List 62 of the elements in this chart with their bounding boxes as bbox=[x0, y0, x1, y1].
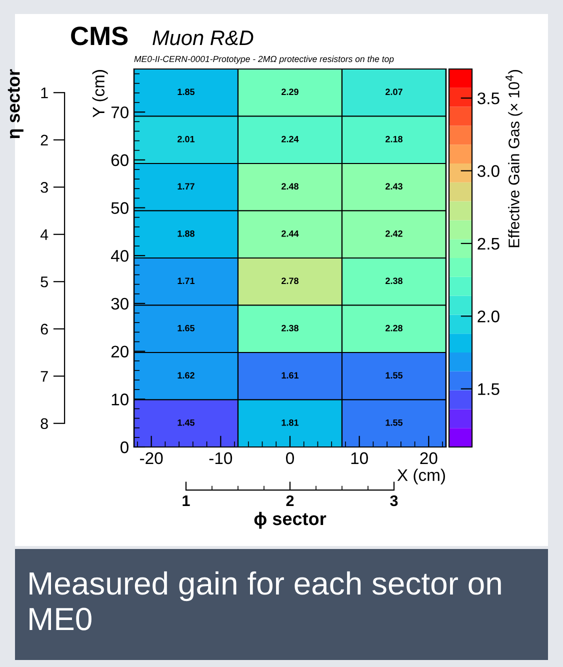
chart-title: CMS bbox=[71, 26, 128, 46]
data-label: 2.42 bbox=[386, 230, 402, 237]
y2-tick-label: 30 bbox=[111, 298, 128, 310]
color-bar-label: 2.5 bbox=[478, 238, 500, 250]
y-tick-label: 1 bbox=[41, 88, 48, 98]
x-tick-label: 1 bbox=[182, 495, 190, 506]
data-label: 2.18 bbox=[386, 136, 403, 142]
data-label: 1.55 bbox=[386, 420, 403, 426]
y2-tick-label: 40 bbox=[110, 250, 128, 262]
y2-tick-label: 70 bbox=[111, 106, 128, 118]
color-bar-title: Effective Gain Gas (× 10$^{4}$) bbox=[506, 70, 522, 248]
data-label: 2.38 bbox=[282, 324, 299, 332]
data-label: 2.38 bbox=[386, 278, 403, 284]
y-tick-label: 2 bbox=[40, 134, 48, 146]
color-bar-label: 1.5 bbox=[478, 383, 500, 396]
data-label: 2.48 bbox=[282, 183, 299, 190]
data-label: 1.62 bbox=[178, 372, 194, 379]
data-label: 2.78 bbox=[282, 278, 299, 284]
y2-tick-label: 10 bbox=[112, 394, 128, 406]
y2-tick-label: 60 bbox=[111, 154, 128, 166]
x2-tick-label: 0 bbox=[286, 452, 294, 464]
x-axis-title: ϕ sector bbox=[254, 512, 326, 529]
y-tick-label: 4 bbox=[40, 229, 48, 240]
data-label: 2.24 bbox=[282, 136, 299, 142]
color-bar-label: 3.0 bbox=[477, 165, 500, 177]
data-label: 1.45 bbox=[178, 420, 195, 426]
y2-tick-label: 0 bbox=[120, 441, 128, 454]
y-tick-label: 7 bbox=[40, 371, 48, 382]
data-label: 2.01 bbox=[178, 136, 195, 142]
x2-axis-title: X (cm) bbox=[397, 468, 445, 484]
y-tick-label: 3 bbox=[40, 182, 48, 193]
y-axis-title: η sector bbox=[8, 69, 24, 138]
x-tick-label: 3 bbox=[390, 495, 398, 506]
data-label: 1.71 bbox=[178, 278, 195, 284]
data-label: 2.44 bbox=[282, 230, 299, 237]
x2-tick-label: 10 bbox=[351, 452, 368, 464]
data-label: 2.43 bbox=[386, 183, 402, 190]
data-label: 1.61 bbox=[282, 372, 299, 379]
text: Measured gain for each sector on ME0 bbox=[30, 571, 501, 630]
y2-tick-label: 50 bbox=[111, 202, 128, 214]
y-tick-label: 6 bbox=[40, 324, 48, 335]
y-tick-label: 8 bbox=[40, 418, 48, 430]
x2-tick-label: -20 bbox=[140, 452, 163, 464]
y2-tick-label: 20 bbox=[111, 346, 128, 358]
data-label: 1.55 bbox=[386, 372, 403, 379]
x2-tick-label: 20 bbox=[420, 452, 438, 464]
data-label: 1.85 bbox=[178, 88, 195, 96]
data-label: 1.65 bbox=[178, 324, 195, 332]
data-label: 2.29 bbox=[282, 88, 298, 96]
data-label: 1.88 bbox=[178, 230, 195, 237]
color-bar-label: 2.0 bbox=[478, 310, 500, 322]
color-bar-label: 3.5 bbox=[477, 92, 500, 104]
chart-subtitle: Muon R&D bbox=[152, 30, 254, 46]
data-label: 1.81 bbox=[282, 419, 299, 426]
y-tick-label: 5 bbox=[40, 276, 48, 288]
y2-axis-title: Y (cm) bbox=[92, 70, 108, 118]
data-label: 1.77 bbox=[178, 183, 194, 190]
x-tick-label: 2 bbox=[286, 495, 294, 506]
data-label: 2.28 bbox=[386, 324, 403, 332]
data-label: 2.07 bbox=[386, 88, 402, 96]
x2-tick-label: -10 bbox=[209, 452, 232, 464]
text: ME0-II-CERN-0001-Prototype - 2MΩ protective resistors on the top bbox=[134, 56, 394, 64]
